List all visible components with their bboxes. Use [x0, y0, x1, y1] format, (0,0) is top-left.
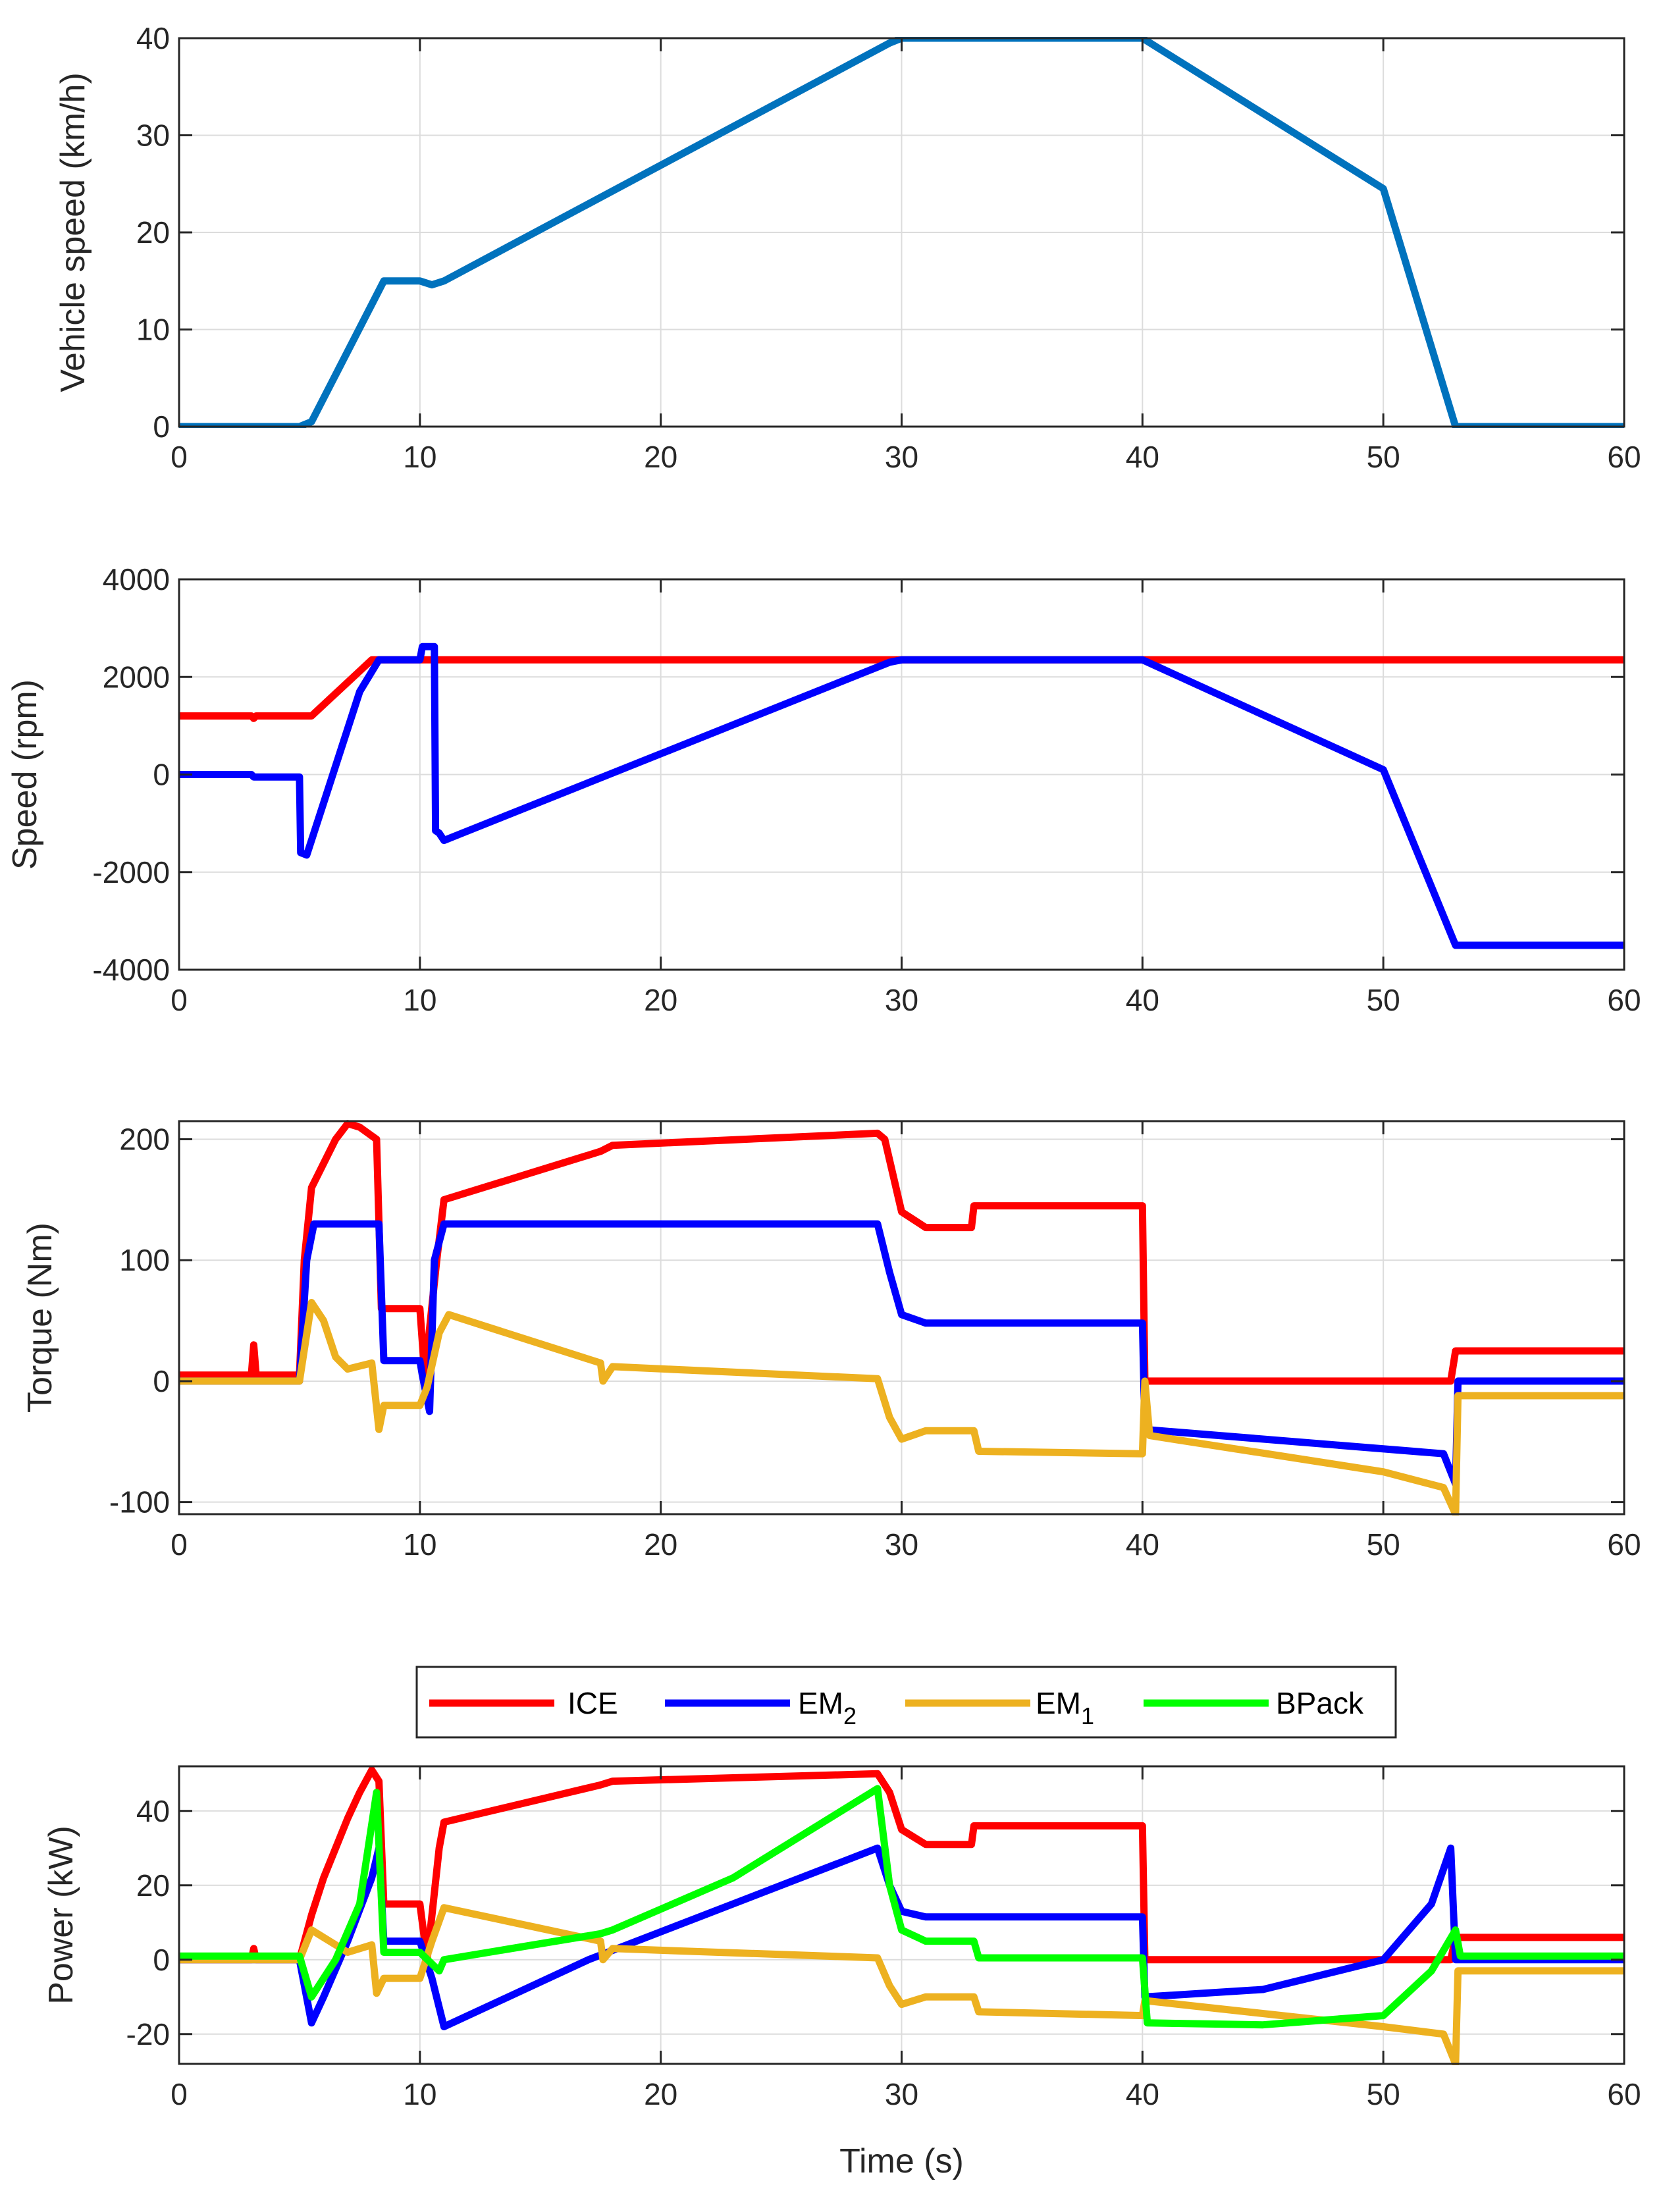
x-tick-label: 0 — [171, 1527, 188, 1562]
series-line-em2 — [179, 1220, 1624, 1488]
x-tick-label: 40 — [1126, 983, 1159, 1017]
x-tick-label: 30 — [885, 983, 918, 1017]
x-tick-label: 10 — [403, 440, 436, 474]
series-line-em1 — [179, 1904, 1624, 2065]
series-group — [179, 1766, 1624, 2065]
y-tick-label: 40 — [136, 21, 170, 55]
legend-subscript: 1 — [1081, 1702, 1094, 1729]
x-tick-label: 0 — [171, 2077, 188, 2111]
x-tick-label: 60 — [1607, 440, 1641, 474]
x-axis-label: Time (s) — [839, 2142, 964, 2180]
y-tick-label: 2000 — [103, 660, 170, 694]
x-tick-label: 30 — [885, 1527, 918, 1562]
y-axis-label: Vehicle speed (km/h) — [54, 72, 92, 392]
y-tick-label: 40 — [136, 1794, 170, 1828]
x-tick-label: 60 — [1607, 983, 1641, 1017]
legend-label: EM2 — [798, 1686, 857, 1729]
y-tick-label: -100 — [109, 1485, 170, 1519]
x-tick-label: 40 — [1126, 440, 1159, 474]
x-tick-label: 60 — [1607, 1527, 1641, 1562]
legend-entry-ice: ICE — [429, 1686, 618, 1720]
y-tick-label: 0 — [153, 1943, 170, 1977]
y-tick-label: 0 — [153, 1364, 170, 1398]
y-tick-label: 100 — [119, 1243, 170, 1277]
x-tick-label: 20 — [644, 2077, 677, 2111]
y-tick-label: -2000 — [92, 855, 170, 889]
series-group — [179, 1120, 1624, 1515]
x-tick-label: 30 — [885, 440, 918, 474]
legend-label: BPack — [1276, 1686, 1364, 1720]
x-tick-label: 60 — [1607, 2077, 1641, 2111]
legend-entry-em1: EM1 — [905, 1686, 1094, 1729]
y-tick-label: 0 — [153, 409, 170, 444]
x-tick-label: 20 — [644, 983, 677, 1017]
legend-label: EM1 — [1036, 1686, 1094, 1729]
x-tick-label: 10 — [403, 1527, 436, 1562]
x-tick-label: 50 — [1367, 983, 1400, 1017]
x-tick-label: 40 — [1126, 2077, 1159, 2111]
y-tick-label: 10 — [136, 313, 170, 347]
x-tick-label: 40 — [1126, 1527, 1159, 1562]
y-tick-label: 200 — [119, 1122, 170, 1157]
y-tick-label: -4000 — [92, 953, 170, 987]
y-tick-label: 0 — [153, 758, 170, 792]
x-tick-label: 50 — [1367, 1527, 1400, 1562]
series-line-ice — [179, 656, 1624, 722]
legend-label: ICE — [568, 1686, 618, 1720]
x-tick-label: 10 — [403, 983, 436, 1017]
x-tick-label: 0 — [171, 983, 188, 1017]
x-tick-label: 20 — [644, 1527, 677, 1562]
y-tick-label: -20 — [126, 2017, 170, 2051]
series-line-bpack — [179, 1785, 1624, 2029]
y-tick-label: 20 — [136, 1868, 170, 1903]
legend-entry-em2: EM2 — [665, 1686, 857, 1729]
legend: ICE EM2 EM1 BPack — [415, 1666, 1397, 1739]
y-axis-label: Power (kW) — [42, 1826, 80, 2005]
y-tick-label: 30 — [136, 118, 170, 153]
legend-entry-bpack: BPack — [1144, 1686, 1364, 1720]
series-line-em2 — [179, 643, 1624, 949]
y-tick-label: 20 — [136, 215, 170, 250]
chart-panel-2: 0 10 20 30 40 50 60 -4000 -2000 0 2000 4000 Speed (r… — [6, 562, 1641, 1017]
y-axis-label: Speed (rpm) — [6, 679, 44, 870]
legend-subscript: 2 — [843, 1702, 857, 1729]
x-tick-label: 30 — [885, 2077, 918, 2111]
x-tick-label: 0 — [171, 440, 188, 474]
series-line-ice — [179, 1766, 1624, 1964]
x-tick-label: 10 — [403, 2077, 436, 2111]
series-group — [179, 643, 1624, 949]
y-tick-label: 4000 — [103, 562, 170, 596]
x-tick-label: 20 — [644, 440, 677, 474]
chart-panel-1: 0 10 20 30 40 50 60 0 10 20 30 40 Vehicle speed (km/… — [54, 21, 1641, 474]
x-tick-label: 50 — [1367, 2077, 1400, 2111]
x-tick-label: 50 — [1367, 440, 1400, 474]
y-axis-label: Torque (Nm) — [21, 1223, 59, 1413]
series-line-em1 — [179, 1299, 1624, 1515]
series-group — [179, 37, 1624, 428]
series-line-vehicle speed — [179, 37, 1624, 428]
